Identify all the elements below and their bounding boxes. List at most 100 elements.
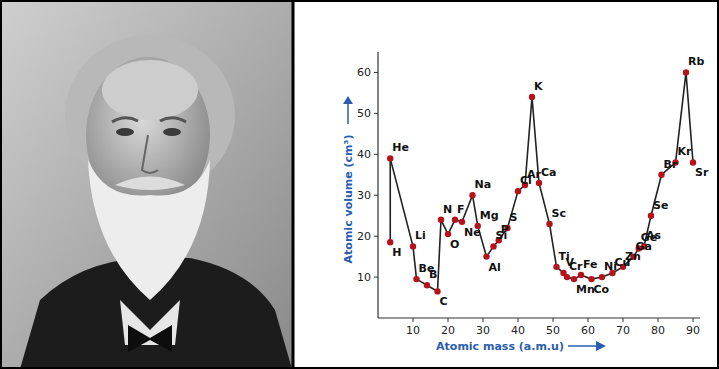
element-label: Mg (480, 209, 499, 222)
x-axis-arrowhead (596, 341, 606, 351)
element-label: H (392, 246, 401, 259)
element-label: Kr (678, 145, 693, 158)
element-label: Ne (464, 226, 481, 239)
element-label: Fe (583, 258, 598, 271)
data-point (599, 274, 605, 280)
bow-tie (128, 325, 172, 352)
y-tick (374, 236, 378, 237)
x-tick-label: 30 (476, 324, 490, 337)
y-tick (374, 113, 378, 114)
x-tick (588, 318, 589, 322)
portrait-photo (0, 0, 292, 369)
element-label: Cr (569, 260, 583, 273)
eye (116, 128, 134, 136)
x-tick-label: 80 (651, 324, 665, 337)
y-axis-arrow (347, 102, 349, 124)
x-tick (693, 318, 694, 322)
element-label: Se (653, 199, 668, 212)
y-tick-label: 20 (357, 230, 371, 243)
data-point (690, 159, 696, 165)
y-tick (374, 277, 378, 278)
plot-area (387, 69, 696, 294)
data-point (387, 155, 393, 161)
x-tick (658, 318, 659, 322)
y-tick-label: 40 (357, 148, 371, 161)
x-tick-label: 20 (441, 324, 455, 337)
data-point (445, 231, 451, 237)
x-tick (553, 318, 554, 322)
beard (88, 160, 210, 300)
data-point (438, 217, 444, 223)
y-axis-line (377, 52, 378, 318)
element-label: F (457, 203, 465, 216)
eye (163, 128, 181, 136)
data-point (546, 221, 552, 227)
data-point (515, 188, 521, 194)
element-label: Ca (541, 166, 557, 179)
y-tick-label: 60 (357, 66, 371, 79)
y-tick-label: 10 (357, 271, 371, 284)
x-tick-label: 40 (511, 324, 525, 337)
x-tick (448, 318, 449, 322)
element-label: C (440, 295, 448, 308)
element-label: Al (489, 261, 501, 274)
outer-frame (1, 1, 718, 368)
x-tick (518, 318, 519, 322)
data-point (588, 276, 594, 282)
data-point (413, 276, 419, 282)
y-tick (374, 195, 378, 196)
page: 102030405060102030405060708090Atomic vol… (0, 0, 719, 369)
forehead (102, 60, 198, 120)
element-label: Br (664, 158, 678, 171)
data-line (390, 72, 693, 291)
y-tick (374, 154, 378, 155)
element-label: Na (475, 178, 492, 191)
data-point (648, 212, 654, 218)
nose (142, 135, 158, 173)
data-point (658, 172, 664, 178)
data-point (434, 288, 440, 294)
x-axis-title: Atomic mass (a.m.u) (436, 340, 564, 353)
element-label: K (534, 80, 543, 93)
x-tick-label: 10 (406, 324, 420, 337)
element-label: O (450, 238, 459, 251)
moustache (115, 177, 185, 191)
element-label: B (429, 268, 437, 281)
y-axis-arrowhead (343, 96, 353, 104)
element-label: Sc (552, 207, 566, 220)
data-point (410, 243, 416, 249)
data-point (483, 253, 489, 259)
y-tick (374, 72, 378, 73)
chart-background (294, 0, 719, 369)
element-label: N (443, 203, 452, 216)
data-point (387, 239, 393, 245)
element-label: As (646, 229, 662, 242)
y-tick-label: 30 (357, 189, 371, 202)
element-label: Co (594, 283, 610, 296)
element-label: Rb (688, 55, 704, 68)
y-axis-title: Atomic volume (cm³) (342, 135, 355, 264)
element-label: S (510, 211, 518, 224)
brows (112, 118, 186, 122)
data-point (490, 243, 496, 249)
element-label: Sr (695, 166, 709, 179)
data-point (424, 282, 430, 288)
x-axis-line (378, 317, 700, 318)
x-tick-label: 90 (686, 324, 700, 337)
element-label: P (501, 223, 509, 236)
x-axis-arrow (568, 345, 598, 347)
data-point (564, 274, 570, 280)
element-label: Ar (527, 168, 542, 181)
x-tick (623, 318, 624, 322)
x-tick (413, 318, 414, 322)
y-tick-label: 50 (357, 107, 371, 120)
element-label: He (392, 141, 409, 154)
element-label: Li (415, 229, 426, 242)
element-label: Mn (576, 283, 595, 296)
x-tick-label: 60 (581, 324, 595, 337)
data-point (459, 219, 465, 225)
data-point (683, 69, 689, 75)
data-point (469, 192, 475, 198)
data-point (571, 276, 577, 282)
x-tick (483, 318, 484, 322)
